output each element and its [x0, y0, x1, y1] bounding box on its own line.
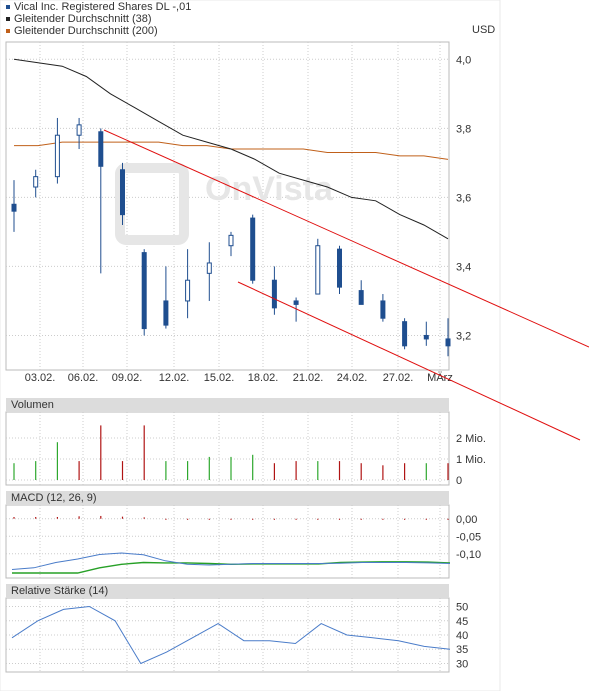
legend-swatch: [6, 5, 10, 10]
candle-body: [206, 262, 212, 274]
candle-body: [380, 300, 386, 319]
candle-body: [76, 124, 82, 136]
candle-body: [315, 245, 321, 295]
candle-body: [141, 252, 147, 330]
candle-body: [423, 334, 429, 340]
date-tick-label: 15.02.: [204, 372, 235, 384]
legend-label: Gleitender Durchschnitt (200): [14, 25, 158, 37]
candle-body: [120, 169, 125, 216]
date-tick-label: 27.02.: [383, 372, 414, 384]
candle-body: [33, 176, 39, 188]
candle-body: [185, 279, 191, 302]
candle-body: [337, 248, 342, 288]
price-tick-label: 3,8: [456, 123, 471, 135]
legend-entry: Gleitender Durchschnitt (200): [6, 25, 158, 37]
macd-tick-label: 0,00: [456, 514, 477, 526]
candle-body: [271, 279, 277, 309]
rsi-tick-label: 35: [456, 644, 468, 656]
legend-entry: Gleitender Durchschnitt (38): [6, 13, 152, 25]
candle-body: [402, 321, 408, 347]
date-tick-label: 18.02.: [248, 372, 279, 384]
legend-swatch: [6, 29, 10, 34]
candle-body: [98, 131, 104, 167]
volume-panel-title: Volumen: [6, 398, 449, 412]
legend-swatch: [6, 17, 10, 22]
price-plot-area: [5, 41, 450, 371]
volume-tick-label: 0: [456, 475, 462, 487]
ma38-line: [13, 58, 449, 240]
watermark: OnVista: [205, 170, 334, 208]
legend-label: Vical Inc. Registered Shares DL -,01: [14, 1, 192, 13]
rsi-line: [11, 605, 451, 665]
rsi-tick-label: 40: [456, 630, 468, 642]
volume-plot-area: [5, 411, 450, 486]
date-tick-label: 12.02.: [159, 372, 190, 384]
volume-tick-label: 1 Mio.: [456, 454, 486, 466]
unit-label: USD: [472, 24, 496, 36]
trend-line-upper: [103, 129, 589, 348]
candle-body: [445, 338, 451, 347]
chart-frame: [0, 0, 501, 691]
candle-body: [54, 134, 60, 178]
date-tick-label: 09.02.: [112, 372, 143, 384]
macd-tick-label: -0,10: [456, 549, 481, 561]
rsi-tick-label: 30: [456, 658, 468, 670]
macd-panel-title: MACD (12, 26, 9): [6, 491, 449, 505]
date-tick-label: 06.02.: [68, 372, 99, 384]
rsi-tick-label: 45: [456, 616, 468, 628]
legend-label: Gleitender Durchschnitt (38): [14, 13, 152, 25]
macd-tick-label: -0,05: [456, 531, 481, 543]
candle-body: [228, 234, 234, 247]
date-tick-label: 21.02.: [293, 372, 324, 384]
candle-body: [250, 217, 256, 281]
macd-line: [11, 552, 451, 570]
macd-plot-area: [5, 504, 450, 579]
candle-body: [358, 290, 364, 305]
legend-entry: Vical Inc. Registered Shares DL -,01: [6, 1, 191, 13]
trend-line-lower: [237, 281, 581, 441]
rsi-tick-label: 50: [456, 602, 468, 614]
candle-body: [163, 300, 169, 326]
date-tick-label: 24.02.: [337, 372, 368, 384]
price-tick-label: 3,2: [456, 330, 471, 342]
volume-tick-label: 2 Mio.: [456, 433, 486, 445]
date-tick-label: 03.02.: [25, 372, 56, 384]
price-tick-label: 3,4: [456, 261, 471, 273]
price-tick-label: 4,0: [456, 54, 471, 66]
candle-body: [293, 300, 299, 305]
rsi-panel-title: Relative Stärke (14): [6, 584, 449, 598]
date-tick-label: MÄrz: [427, 372, 453, 384]
price-tick-label: 3,6: [456, 192, 471, 204]
candle-body: [11, 203, 17, 212]
